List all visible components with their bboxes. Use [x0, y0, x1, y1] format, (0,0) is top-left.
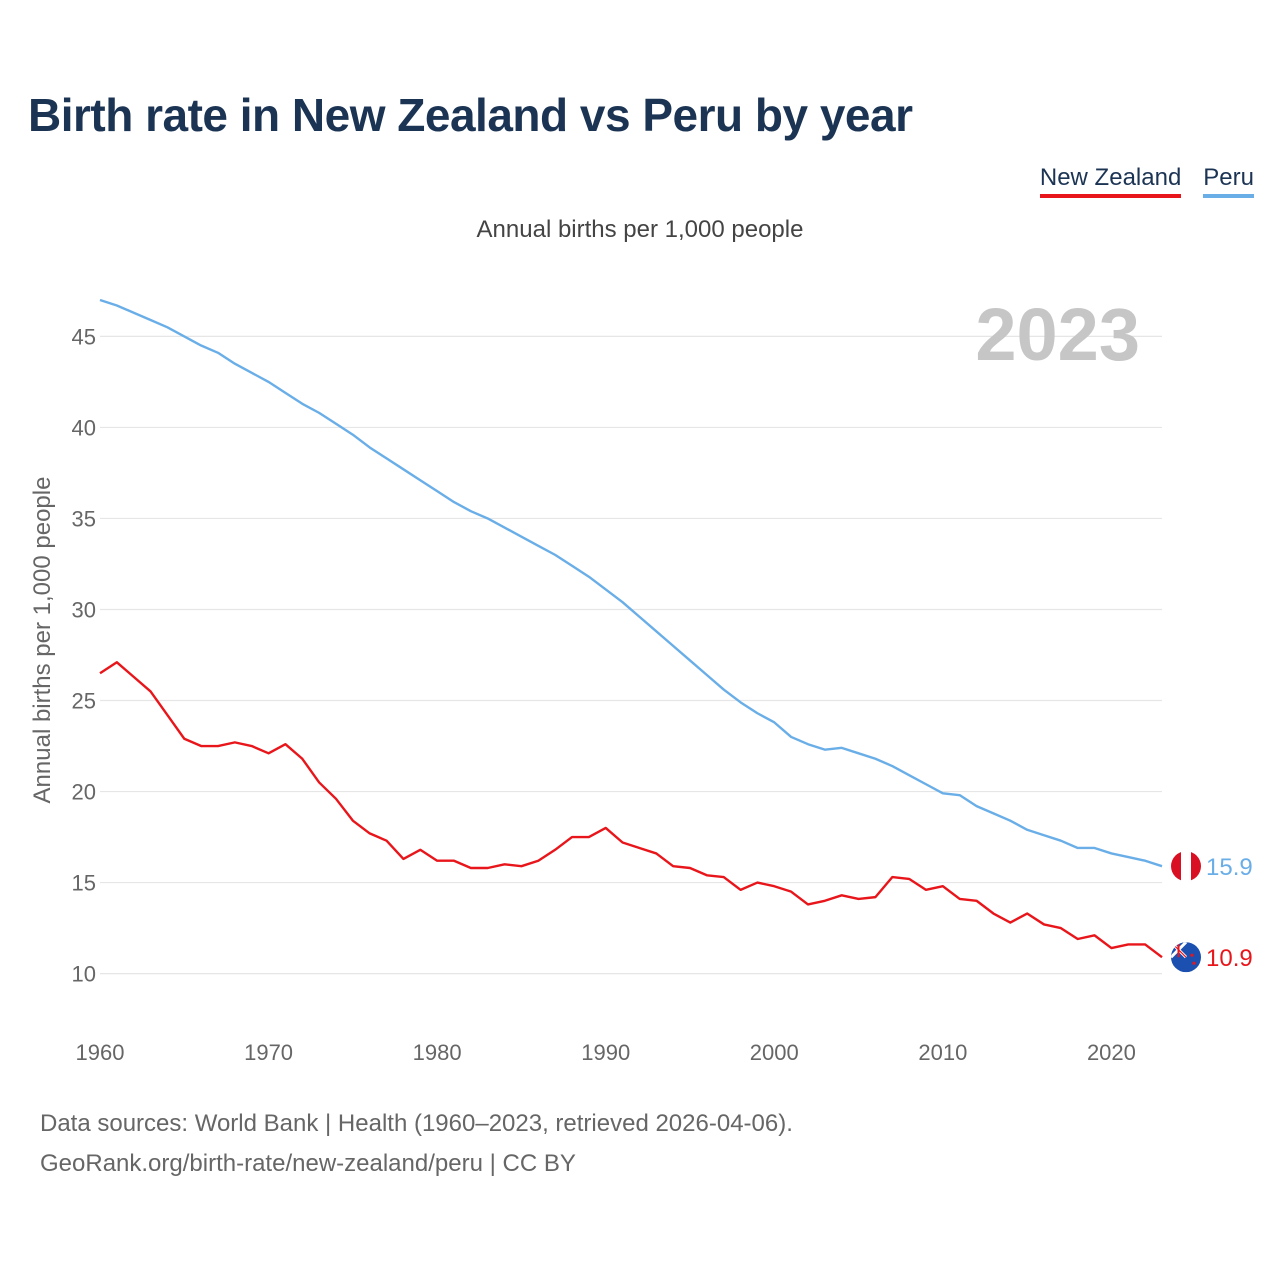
- source-note: Data sources: World Bank | Health (1960–…: [40, 1104, 793, 1184]
- x-tick-label: 1990: [581, 1040, 630, 1065]
- legend-item-new-zealand[interactable]: New Zealand: [1039, 164, 1182, 198]
- x-tick-label: 1960: [76, 1040, 125, 1065]
- new-zealand-flag-icon: [1171, 942, 1201, 973]
- y-axis-label: Annual births per 1,000 people: [29, 477, 56, 804]
- y-tick-label: 25: [72, 689, 96, 714]
- y-tick-label: 30: [72, 597, 96, 622]
- x-axis-ticks: 1960 1970 1980 1990 2000 2010 2020: [76, 1040, 1136, 1065]
- chart-title: Birth rate in New Zealand vs Peru by yea…: [28, 89, 913, 141]
- series-lines: [99, 298, 1163, 959]
- y-tick-label: 45: [72, 324, 96, 349]
- peru-flag-icon: [1171, 851, 1201, 882]
- y-tick-label: 20: [72, 780, 96, 805]
- end-value-label-peru: 15.9: [1206, 854, 1253, 881]
- source-line-2: GeoRank.org/birth-rate/new-zealand/peru …: [40, 1150, 576, 1177]
- legend: New Zealand Peru: [1039, 164, 1254, 198]
- end-markers: 10.9 15.9: [1171, 851, 1253, 973]
- chart-subtitle: Annual births per 1,000 people: [476, 216, 804, 243]
- line-chart: 10 15 20 25 30 35 40 45 1960 1970 1980 1990 2000 201…: [29, 293, 1253, 1065]
- series-line-peru: [99, 298, 1163, 868]
- x-tick-label: 2010: [918, 1040, 967, 1065]
- year-label: 2023: [975, 293, 1140, 376]
- y-axis-ticks: 10 15 20 25 30 35 40 45: [72, 324, 96, 986]
- series-line-new-zealand: [99, 661, 1163, 959]
- x-tick-label: 1970: [244, 1040, 293, 1065]
- x-tick-label: 2000: [750, 1040, 799, 1065]
- end-value-label-new-zealand: 10.9: [1206, 945, 1253, 972]
- gridlines: [100, 335, 1162, 975]
- x-tick-label: 2020: [1087, 1040, 1136, 1065]
- legend-item-peru[interactable]: Peru: [1203, 164, 1254, 198]
- y-tick-label: 15: [72, 871, 96, 896]
- source-line-1: Data sources: World Bank | Health (1960–…: [40, 1110, 793, 1137]
- x-tick-label: 1980: [413, 1040, 462, 1065]
- y-tick-label: 10: [72, 962, 96, 987]
- y-tick-label: 40: [72, 415, 96, 440]
- y-tick-label: 35: [72, 506, 96, 531]
